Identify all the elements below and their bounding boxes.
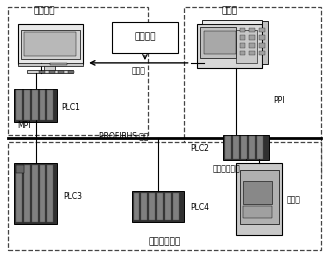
Bar (132, 191, 184, 222)
Bar (16, 165, 22, 222)
Bar (14, 89, 57, 122)
Bar (8, 6, 148, 135)
Bar (223, 135, 269, 160)
Bar (204, 31, 236, 54)
Text: 主控系统: 主控系统 (33, 6, 55, 15)
Bar (8, 142, 321, 250)
Text: 安全监控系统: 安全监控系统 (213, 165, 240, 174)
Bar (236, 30, 257, 63)
Bar (16, 90, 22, 120)
Text: 扫描控制系统: 扫描控制系统 (148, 238, 181, 247)
Bar (157, 192, 163, 220)
Text: MPI: MPI (18, 121, 31, 130)
Text: PLC2: PLC2 (190, 144, 209, 153)
Bar (173, 192, 179, 220)
Bar (28, 70, 73, 73)
Bar (233, 136, 239, 159)
Bar (44, 65, 55, 70)
Bar (249, 27, 255, 32)
Bar (32, 165, 38, 222)
Bar (21, 30, 80, 59)
Bar (258, 136, 263, 159)
Bar (24, 165, 30, 222)
Bar (259, 43, 265, 47)
Text: PLC3: PLC3 (63, 192, 82, 201)
Bar (249, 136, 255, 159)
Text: 变频器: 变频器 (287, 196, 301, 204)
Bar (236, 163, 282, 235)
Bar (241, 136, 247, 159)
Text: PROFIBUS 总线: PROFIBUS 总线 (99, 131, 149, 140)
Bar (49, 70, 55, 73)
Bar (39, 90, 45, 120)
Bar (249, 43, 255, 47)
Bar (243, 206, 272, 218)
Bar (240, 43, 245, 47)
Bar (225, 136, 231, 159)
Bar (240, 170, 279, 224)
Bar (14, 163, 57, 224)
Bar (184, 6, 321, 176)
Text: 工控机: 工控机 (222, 6, 238, 15)
Bar (39, 70, 45, 73)
Bar (24, 32, 76, 56)
Bar (39, 165, 45, 222)
Bar (197, 24, 262, 68)
Bar (32, 90, 38, 120)
Bar (259, 35, 265, 40)
Text: PLC4: PLC4 (190, 203, 210, 212)
Text: PLC1: PLC1 (62, 103, 81, 112)
Bar (47, 165, 53, 222)
Bar (68, 70, 74, 73)
Text: 局域网: 局域网 (132, 66, 145, 75)
Bar (249, 35, 255, 40)
Bar (243, 181, 272, 204)
Bar (165, 192, 171, 220)
Bar (24, 90, 30, 120)
Bar (59, 70, 64, 73)
Text: 其它系统: 其它系统 (134, 33, 156, 42)
Bar (141, 192, 147, 220)
Bar (50, 63, 67, 66)
Bar (249, 51, 255, 55)
Bar (18, 24, 83, 64)
Bar (47, 90, 53, 120)
Bar (262, 21, 268, 64)
Bar (112, 22, 178, 53)
Bar (240, 27, 245, 32)
Bar (200, 27, 236, 58)
Bar (259, 27, 265, 32)
Bar (149, 192, 155, 220)
Bar (240, 35, 245, 40)
Bar (202, 20, 262, 24)
Bar (16, 165, 24, 173)
Bar (134, 192, 139, 220)
Bar (259, 51, 265, 55)
Bar (18, 63, 83, 66)
Bar (240, 51, 245, 55)
Text: PPI: PPI (273, 96, 284, 105)
